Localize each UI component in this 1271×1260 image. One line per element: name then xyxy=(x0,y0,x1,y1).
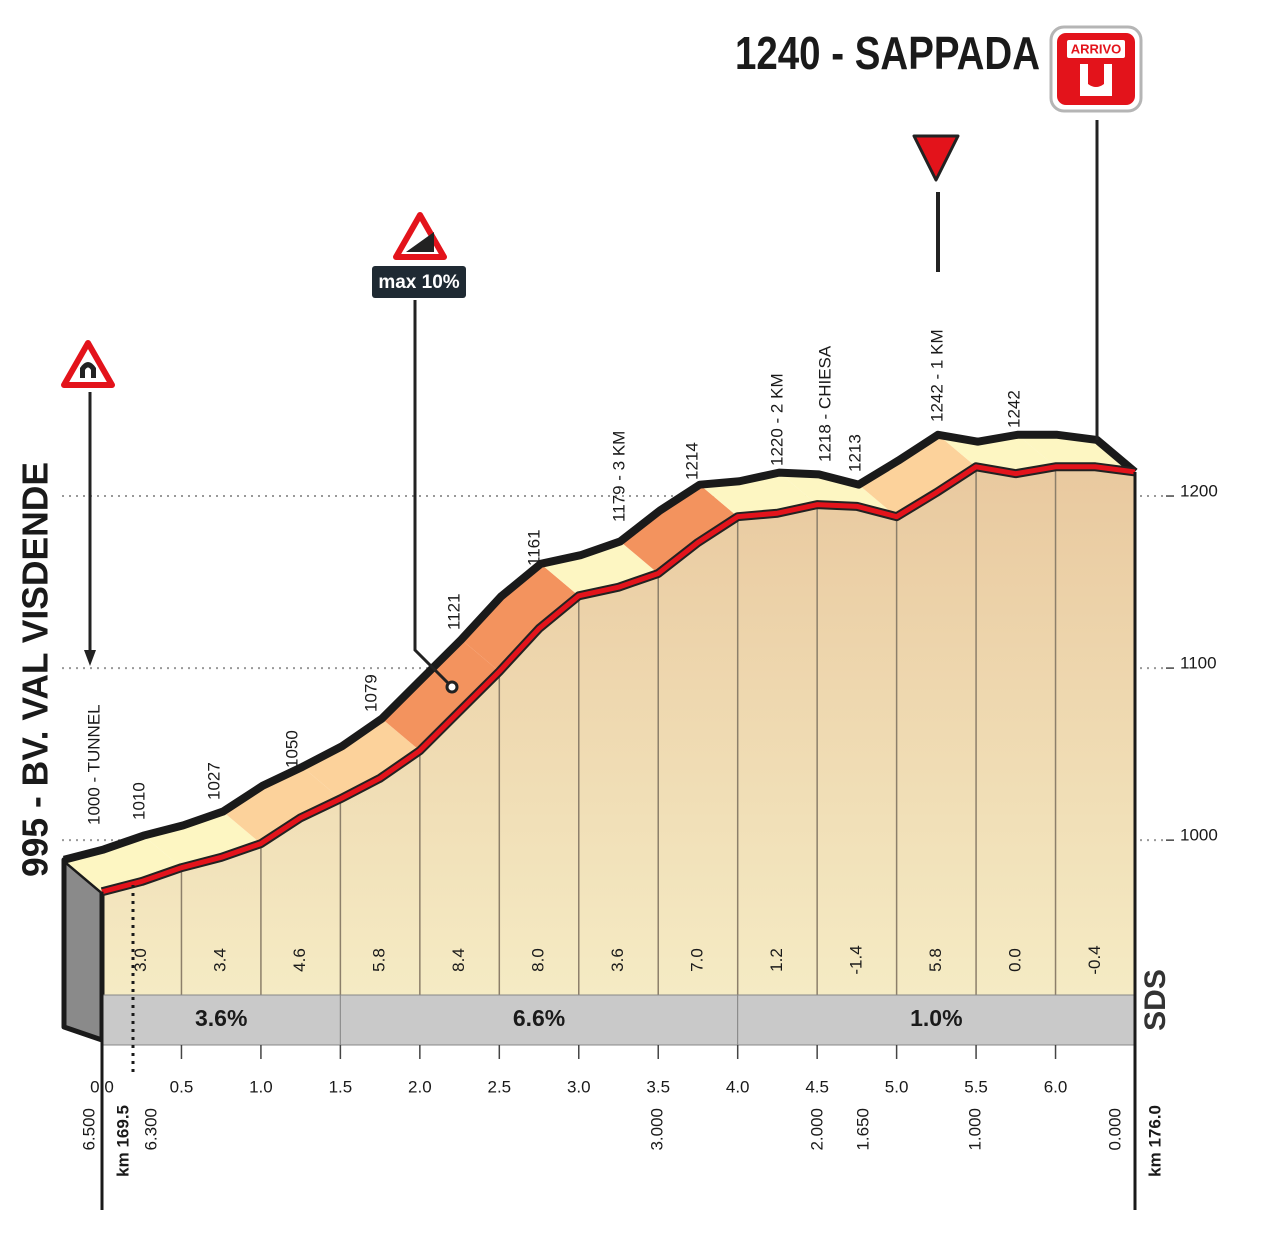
climb-sign-label: max 10% xyxy=(378,272,459,293)
average-band xyxy=(339,994,739,1046)
elevation-annotation: 1010 xyxy=(129,782,148,820)
gradient-label: 3.4 xyxy=(211,948,230,972)
gradient-strip xyxy=(381,639,500,751)
elevation-annotation: 1242 - 1 KM xyxy=(927,329,946,422)
gradient-label: 8.0 xyxy=(529,948,548,972)
gradient-label: 5.8 xyxy=(926,948,945,972)
elevation-annotation: 1218 - CHIESA xyxy=(815,345,834,462)
remaining-distance: 1.650 xyxy=(853,1108,872,1151)
average-band xyxy=(101,994,341,1046)
x-tick-label: 6.0 xyxy=(1044,1077,1068,1096)
gradient-label: 1.2 xyxy=(767,948,786,972)
gradient-label: -1.4 xyxy=(846,945,865,974)
x-tick-label: 2.0 xyxy=(408,1077,432,1096)
profile-edge xyxy=(62,430,1138,864)
profile-area xyxy=(102,466,1135,995)
elevation-annotation: 1079 xyxy=(361,674,380,712)
elevation-annotation: 1179 - 3 KM xyxy=(609,431,628,522)
x-tick-label: 4.0 xyxy=(726,1077,750,1096)
elevation-annotation: 1050 xyxy=(282,730,301,768)
finish-badge-label: ARRIVO xyxy=(1071,41,1122,56)
gradient-strip xyxy=(938,434,1056,474)
gradient-label: 7.0 xyxy=(687,948,706,972)
start-label: 995 - BV. VAL VISDENDE xyxy=(15,462,56,877)
gradient-label: 8.4 xyxy=(449,948,468,972)
gradient-label: -0.4 xyxy=(1085,945,1104,974)
average-label: 1.0% xyxy=(910,1005,962,1031)
elevation-annotation: 1214 xyxy=(682,442,701,480)
x-tick-label: 3.0 xyxy=(567,1077,591,1096)
x-tick-label: 4.5 xyxy=(805,1077,829,1096)
elevation-annotation: 1161 xyxy=(524,529,543,566)
remaining-distance: 0.000 xyxy=(1105,1108,1124,1151)
y-tick-label: 1000 xyxy=(1180,826,1218,845)
gradient-label: 3.0 xyxy=(131,948,150,972)
elevation-annotation: 1220 - 2 KM xyxy=(767,373,786,466)
remaining-distance: 3.000 xyxy=(647,1108,666,1151)
gradient-strip xyxy=(858,434,977,517)
last-km-marker xyxy=(912,134,960,272)
x-tick-label: 3.5 xyxy=(646,1077,670,1096)
remaining-distance: 6.300 xyxy=(141,1108,160,1151)
gradient-strip xyxy=(620,484,738,574)
elevation-annotation: 1027 xyxy=(204,762,223,800)
elevation-annotation: 1121 xyxy=(444,593,463,630)
average-label: 6.6% xyxy=(513,1005,565,1031)
chart-title: 1240 - SAPPADA xyxy=(735,27,1040,79)
x-tick-label: 0.5 xyxy=(170,1077,194,1096)
road-line xyxy=(101,464,1136,895)
elevation-annotation: 1242 xyxy=(1004,390,1023,428)
tunnel-sign xyxy=(61,340,115,666)
average-band xyxy=(737,994,1136,1046)
km-mark: km 176.0 xyxy=(1145,1105,1164,1177)
remaining-distance: 6.500 xyxy=(79,1108,98,1151)
gradient-label: 4.6 xyxy=(290,948,309,972)
gradient-strip xyxy=(302,718,420,799)
finish-badge: ARRIVO xyxy=(1049,25,1143,440)
average-label: 3.6% xyxy=(195,1005,247,1031)
logo: SDS xyxy=(1139,969,1172,1031)
y-tick-label: 1100 xyxy=(1180,654,1217,673)
gradient-label: 0.0 xyxy=(1005,948,1024,972)
km-mark: km 169.5 xyxy=(113,1105,132,1177)
x-tick-label: 1.0 xyxy=(249,1077,273,1096)
plot-layer: 3.0 3.4 4.6 5.8 8.4 8.0 3.6 7.0 1.2 -1.4 5.8 0.0 -0.… xyxy=(61,329,1164,1210)
x-tick-label: 2.5 xyxy=(487,1077,511,1096)
gradient-strip xyxy=(1017,434,1135,472)
remaining-distance: 1.000 xyxy=(965,1108,984,1151)
gradient-strip xyxy=(461,563,579,672)
remaining-distance: 2.000 xyxy=(807,1108,826,1151)
gradient-strip xyxy=(222,766,341,844)
elevation-annotation: 1000 - TUNNEL xyxy=(84,704,103,825)
x-tick-label: 5.0 xyxy=(885,1077,909,1096)
gradient-label: 5.8 xyxy=(370,948,389,972)
y-tick-label: 1200 xyxy=(1180,482,1218,501)
gradient-label: 3.6 xyxy=(608,948,627,972)
elevation-annotation: 1213 xyxy=(845,434,864,472)
climb-sign: max 10% xyxy=(372,212,466,694)
x-tick-label: 1.5 xyxy=(329,1077,353,1096)
x-tick-label: 5.5 xyxy=(964,1077,988,1096)
